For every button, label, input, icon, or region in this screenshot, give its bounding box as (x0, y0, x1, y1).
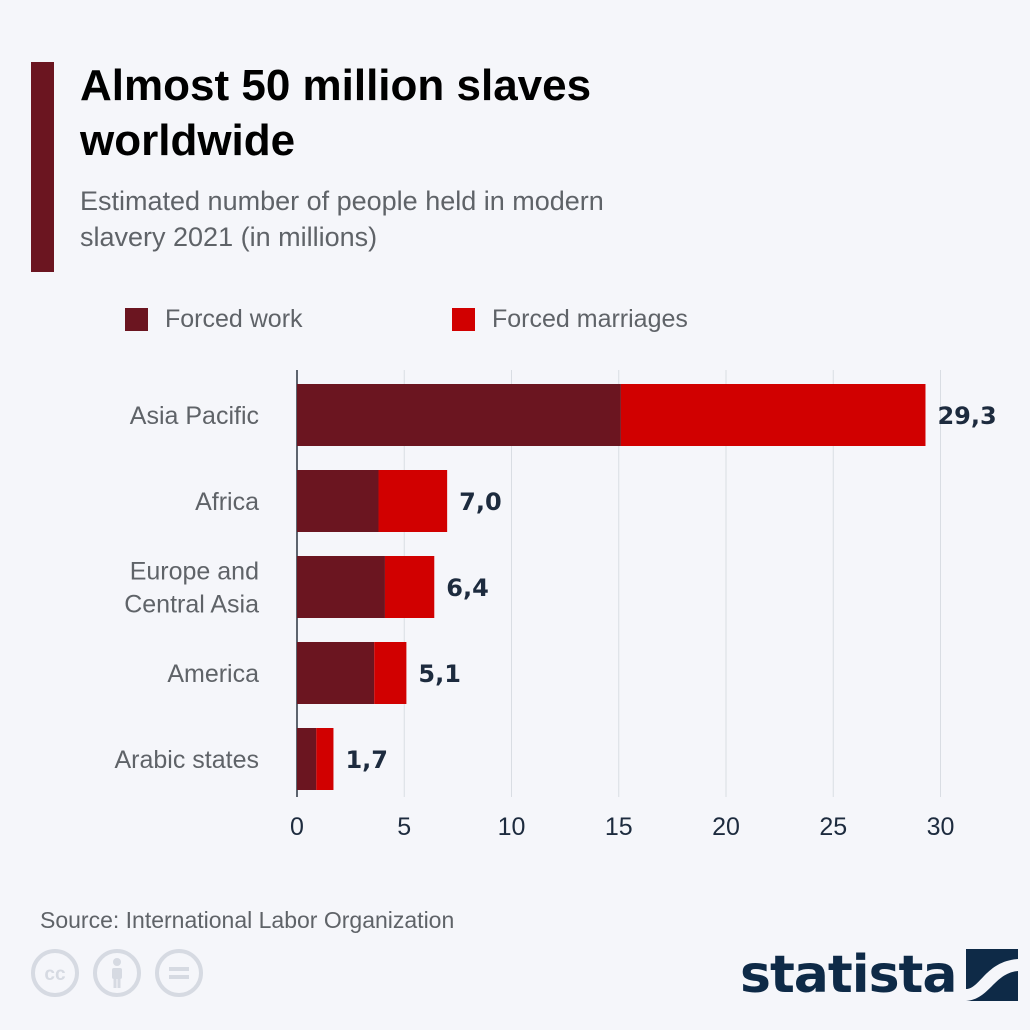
bar-forced-marriages-america (374, 642, 407, 704)
title-accent-bar (31, 62, 54, 272)
bar-forced-work-europe-and-central-asia (297, 556, 385, 618)
page-subtitle: Estimated number of people held in moder… (80, 186, 604, 252)
bar-forced-marriages-africa (378, 470, 448, 532)
legend-item-forced-marriages: Forced marriages (452, 305, 688, 334)
legend-swatch-forced-marriages (452, 308, 475, 331)
category-label-europe-and-central-asia: Europe and Central Asia (124, 558, 259, 619)
bar-forced-work-africa (297, 470, 379, 532)
x-tick-label: 25 (819, 813, 847, 841)
svg-text:cc: cc (44, 964, 66, 985)
x-tick-label: 10 (498, 813, 526, 841)
category-label-line: Africa (195, 488, 259, 516)
bar-forced-work-america (297, 642, 375, 704)
data-label-africa: 7,0 (459, 488, 502, 516)
x-tick-label: 0 (290, 813, 304, 841)
category-label-line: Europe and (130, 558, 259, 586)
bar-forced-marriages-arabic-states (316, 728, 334, 790)
bar-forced-work-asia-pacific (297, 384, 621, 446)
category-label-arabic-states: Arabic states (114, 746, 259, 774)
attribution-icon[interactable] (92, 948, 142, 998)
statista-brand[interactable]: statista (740, 945, 1019, 1005)
legend-item-forced-work: Forced work (125, 305, 303, 334)
category-label-line: Arabic states (114, 746, 259, 774)
bar-forced-marriages-europe-and-central-asia (384, 556, 435, 618)
data-label-america: 5,1 (418, 660, 461, 688)
x-tick-label: 30 (927, 813, 955, 841)
category-label-line: Central Asia (124, 591, 259, 619)
license-icons: cc (30, 948, 204, 998)
category-label-america: America (167, 660, 259, 688)
brand-name: statista (740, 945, 957, 1005)
category-label-line: Asia Pacific (130, 402, 259, 430)
bar-chart: 0 5 10 15 20 25 30 29,3 Asia Pacific 7,0 Africa 6,4… (114, 370, 997, 841)
page-title: Almost 50 million slaves worldwide (80, 61, 592, 165)
bar-forced-work-arabic-states (297, 728, 317, 790)
chart-legend: Forced work Forced marriages (0, 305, 1030, 341)
legend-label-forced-work: Forced work (165, 305, 303, 333)
legend-swatch-forced-work (125, 308, 148, 331)
legend-label-forced-marriages: Forced marriages (492, 305, 688, 333)
statista-logo-icon (966, 949, 1019, 1001)
no-derivatives-icon[interactable] (154, 948, 204, 998)
source-note: Source: International Labor Organization (40, 907, 455, 933)
category-label-asia-pacific: Asia Pacific (130, 402, 259, 430)
data-label-asia-pacific: 29,3 (937, 402, 996, 430)
x-tick-label: 15 (605, 813, 633, 841)
category-label-africa: Africa (195, 488, 259, 516)
bar-forced-marriages-asia-pacific (620, 384, 926, 446)
x-tick-label: 20 (712, 813, 740, 841)
category-label-line: America (167, 660, 259, 688)
x-tick-label: 5 (397, 813, 411, 841)
data-label-arabic-states: 1,7 (345, 746, 388, 774)
data-label-europe-and-central-asia: 6,4 (446, 574, 489, 602)
creative-commons-icon[interactable]: cc (30, 948, 80, 998)
